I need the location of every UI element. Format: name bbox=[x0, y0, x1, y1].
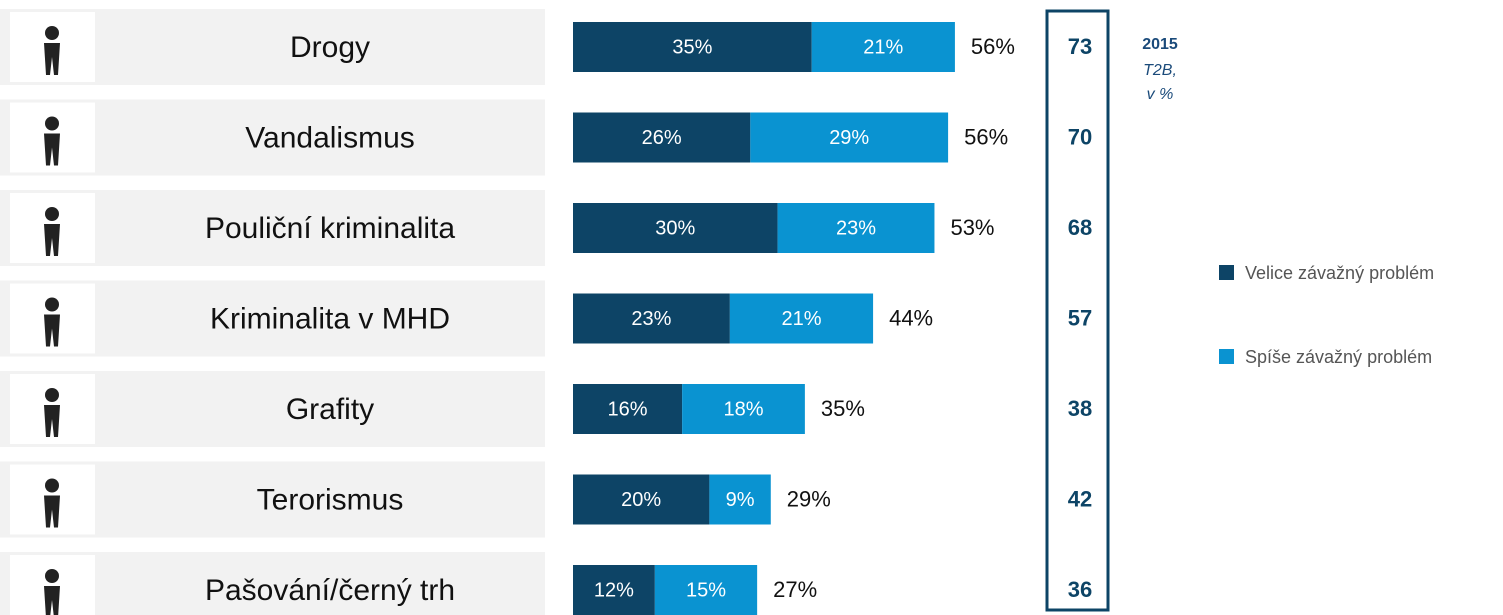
category-label: Kriminalita v MHD bbox=[210, 302, 450, 335]
category-label: Grafity bbox=[286, 393, 374, 426]
bar-value-label: 9% bbox=[726, 489, 755, 511]
bar-segment bbox=[654, 565, 758, 615]
comparison-value: 57 bbox=[1068, 305, 1092, 330]
icon bbox=[45, 478, 59, 493]
total-label: 44% bbox=[889, 305, 933, 330]
icon bbox=[44, 586, 60, 615]
bar-value-label: 21% bbox=[781, 308, 821, 330]
comparison-value: 42 bbox=[1068, 486, 1092, 511]
bar-segment bbox=[750, 112, 949, 163]
comparison-value: 36 bbox=[1068, 577, 1092, 602]
category-label: Pašování/černý trh bbox=[205, 574, 455, 607]
bar-value-label: 21% bbox=[863, 36, 903, 58]
icon bbox=[44, 495, 60, 528]
legend-label: Velice závažný problém bbox=[1245, 263, 1434, 283]
icon bbox=[45, 116, 59, 131]
bar-segment bbox=[729, 293, 874, 344]
category-label: Vandalismus bbox=[245, 121, 415, 154]
bar-value-label: 18% bbox=[723, 398, 763, 420]
comparison-title: 2015 bbox=[1142, 36, 1178, 53]
icon bbox=[44, 314, 60, 347]
bar-segment bbox=[573, 112, 751, 163]
icon bbox=[45, 569, 59, 583]
bar-segment bbox=[709, 474, 771, 525]
icon bbox=[45, 207, 59, 221]
icon bbox=[44, 43, 60, 75]
icon bbox=[44, 405, 60, 437]
bar-segment bbox=[573, 384, 683, 434]
bar-value-label: 15% bbox=[686, 579, 726, 601]
total-label: 56% bbox=[971, 34, 1015, 59]
comparison-value: 38 bbox=[1068, 396, 1092, 421]
total-label: 56% bbox=[964, 124, 1008, 149]
bar-value-label: 29% bbox=[829, 127, 869, 149]
bar-value-label: 26% bbox=[642, 127, 682, 149]
category-label: Drogy bbox=[290, 31, 370, 64]
category-label: Terorismus bbox=[257, 483, 404, 516]
comparison-subtitle: v % bbox=[1147, 86, 1174, 103]
legend-swatch bbox=[1219, 265, 1234, 280]
icon bbox=[45, 297, 59, 312]
comparison-value: 70 bbox=[1068, 124, 1092, 149]
legend-swatch bbox=[1219, 349, 1234, 364]
icon-box bbox=[10, 555, 95, 615]
bar-value-label: 20% bbox=[621, 489, 661, 511]
legend-label: Spíše závažný problém bbox=[1245, 347, 1432, 367]
bar-value-label: 16% bbox=[608, 398, 648, 420]
total-label: 35% bbox=[821, 396, 865, 421]
bar-value-label: 23% bbox=[631, 308, 671, 330]
category-label: Pouliční kriminalita bbox=[205, 212, 455, 245]
bar-segment bbox=[573, 203, 778, 253]
total-label: 29% bbox=[787, 486, 831, 511]
bar-value-label: 30% bbox=[655, 217, 695, 239]
bar-value-label: 23% bbox=[836, 217, 876, 239]
icon bbox=[44, 224, 60, 256]
comparison-value: 68 bbox=[1068, 215, 1092, 240]
icon bbox=[45, 26, 59, 40]
bar-segment bbox=[777, 203, 935, 253]
icon bbox=[45, 388, 59, 402]
comparison-frame bbox=[1045, 9, 1110, 612]
comparison-subtitle: T2B, bbox=[1143, 62, 1177, 79]
bar-value-label: 35% bbox=[672, 36, 712, 58]
total-label: 27% bbox=[773, 577, 817, 602]
bar-segment bbox=[573, 293, 730, 344]
bar-value-label: 12% bbox=[594, 579, 634, 601]
bar-segment bbox=[573, 22, 812, 72]
bar-segment bbox=[811, 22, 955, 72]
bar-segment bbox=[573, 565, 655, 615]
bar-segment bbox=[682, 384, 805, 434]
bar-segment bbox=[573, 474, 710, 525]
comparison-value: 73 bbox=[1068, 34, 1092, 59]
total-label: 53% bbox=[950, 215, 994, 240]
icon bbox=[44, 133, 60, 166]
